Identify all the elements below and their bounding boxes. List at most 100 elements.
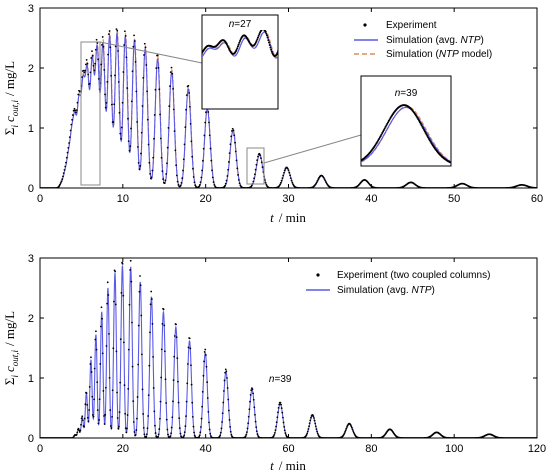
- data-point-154: [156, 54, 159, 57]
- data-point-96: [112, 121, 115, 123]
- inset-data-point-32: [386, 122, 389, 125]
- data-point-266: [204, 348, 207, 351]
- inset-data-point-77: [423, 128, 425, 131]
- inset-data-point-50: [235, 48, 238, 51]
- data-point-205: [166, 428, 169, 431]
- data-point-442: [313, 419, 316, 422]
- data-point-158: [159, 137, 162, 140]
- inset-data-point-29: [383, 127, 386, 130]
- data-point-176: [173, 130, 176, 132]
- data-point-109: [122, 71, 125, 73]
- data-point-395: [284, 432, 287, 434]
- data-point-131: [139, 165, 142, 167]
- data-point-319: [283, 171, 285, 174]
- data-point-68: [81, 415, 84, 418]
- legend-label-sim-avg: Simulation (avg. NTP): [386, 35, 484, 46]
- data-point-249: [229, 143, 232, 146]
- data-point-225: [211, 169, 213, 172]
- data-point-226: [179, 432, 182, 435]
- data-point-160: [138, 290, 141, 293]
- data-point-72: [83, 417, 86, 420]
- data-point-68: [91, 50, 93, 53]
- data-point-261: [201, 405, 204, 408]
- data-point-59: [75, 433, 78, 436]
- inset-data-point-28: [382, 128, 385, 131]
- data-point-349: [255, 430, 258, 433]
- x-tick-label-100: 100: [445, 443, 463, 455]
- data-point-378: [273, 432, 276, 434]
- data-point-252: [231, 127, 234, 130]
- inset-data-point-53: [237, 43, 240, 46]
- data-point-76: [86, 403, 89, 406]
- data-point-301: [226, 377, 228, 379]
- data-point-114: [126, 87, 129, 89]
- data-point-129: [137, 161, 140, 164]
- data-point-258: [236, 167, 239, 170]
- data-point-234: [184, 425, 187, 428]
- data-point-106: [104, 386, 107, 389]
- data-point-142: [127, 388, 130, 390]
- y-tick-label-0: 0: [28, 433, 34, 445]
- data-point-123: [133, 34, 135, 37]
- data-point-211: [170, 432, 172, 435]
- x-tick-label-50: 50: [448, 193, 460, 205]
- data-point-106: [120, 137, 122, 140]
- data-point-112: [108, 376, 111, 379]
- data-point-96: [98, 398, 101, 401]
- data-point-212: [170, 426, 173, 429]
- data-point-294: [221, 412, 224, 415]
- data-point-298: [224, 371, 227, 374]
- data-point-244: [190, 383, 193, 386]
- data-point-167: [142, 426, 145, 429]
- data-point-248: [228, 152, 231, 155]
- data-point-94: [110, 103, 113, 106]
- data-point-65: [88, 82, 91, 85]
- data-point-107: [105, 345, 108, 347]
- data-point-135: [142, 76, 145, 79]
- data-point-213: [171, 416, 174, 419]
- data-point-443: [314, 422, 317, 425]
- data-point-41: [70, 123, 73, 126]
- inset-data-point-27: [382, 130, 385, 133]
- data-point-327: [289, 174, 291, 177]
- data-point-43: [71, 114, 74, 116]
- inset-n39: n=39: [360, 75, 452, 167]
- legend-marker-experiment-coupled: [316, 273, 320, 277]
- data-point-112: [124, 34, 127, 37]
- data-point-63: [87, 73, 90, 76]
- data-point-59: [84, 69, 87, 72]
- data-point-194: [159, 400, 162, 403]
- data-point-83: [90, 371, 93, 373]
- legend-bottom: Experiment (two coupled columns) Simulat…: [306, 270, 490, 296]
- inset-data-point-97: [268, 41, 271, 44]
- data-point-89: [94, 338, 97, 341]
- data-point-69: [81, 419, 84, 422]
- data-point-434: [308, 422, 311, 425]
- data-point-67: [90, 57, 93, 59]
- data-point-270: [206, 397, 209, 399]
- data-point-159: [160, 156, 163, 159]
- data-point-249: [193, 434, 196, 437]
- data-point-121: [131, 70, 134, 73]
- data-point-210: [169, 435, 172, 437]
- data-point-231: [182, 436, 185, 438]
- data-point-208: [198, 185, 200, 188]
- data-point-146: [129, 259, 132, 262]
- data-point-197: [161, 322, 164, 325]
- data-point-444: [314, 425, 317, 428]
- data-point-333: [245, 431, 248, 434]
- data-point-192: [185, 94, 188, 97]
- data-point-77: [97, 78, 100, 80]
- data-point-79: [88, 409, 90, 411]
- data-point-274: [209, 432, 212, 435]
- data-point-94: [97, 422, 100, 425]
- data-point-382: [276, 416, 279, 419]
- data-point-254: [233, 134, 236, 137]
- data-point-261: [238, 182, 241, 185]
- data-point-209: [198, 184, 201, 186]
- data-point-33: [64, 165, 67, 168]
- data-point-161: [162, 178, 165, 180]
- data-point-110: [107, 294, 110, 296]
- data-point-136: [123, 384, 126, 387]
